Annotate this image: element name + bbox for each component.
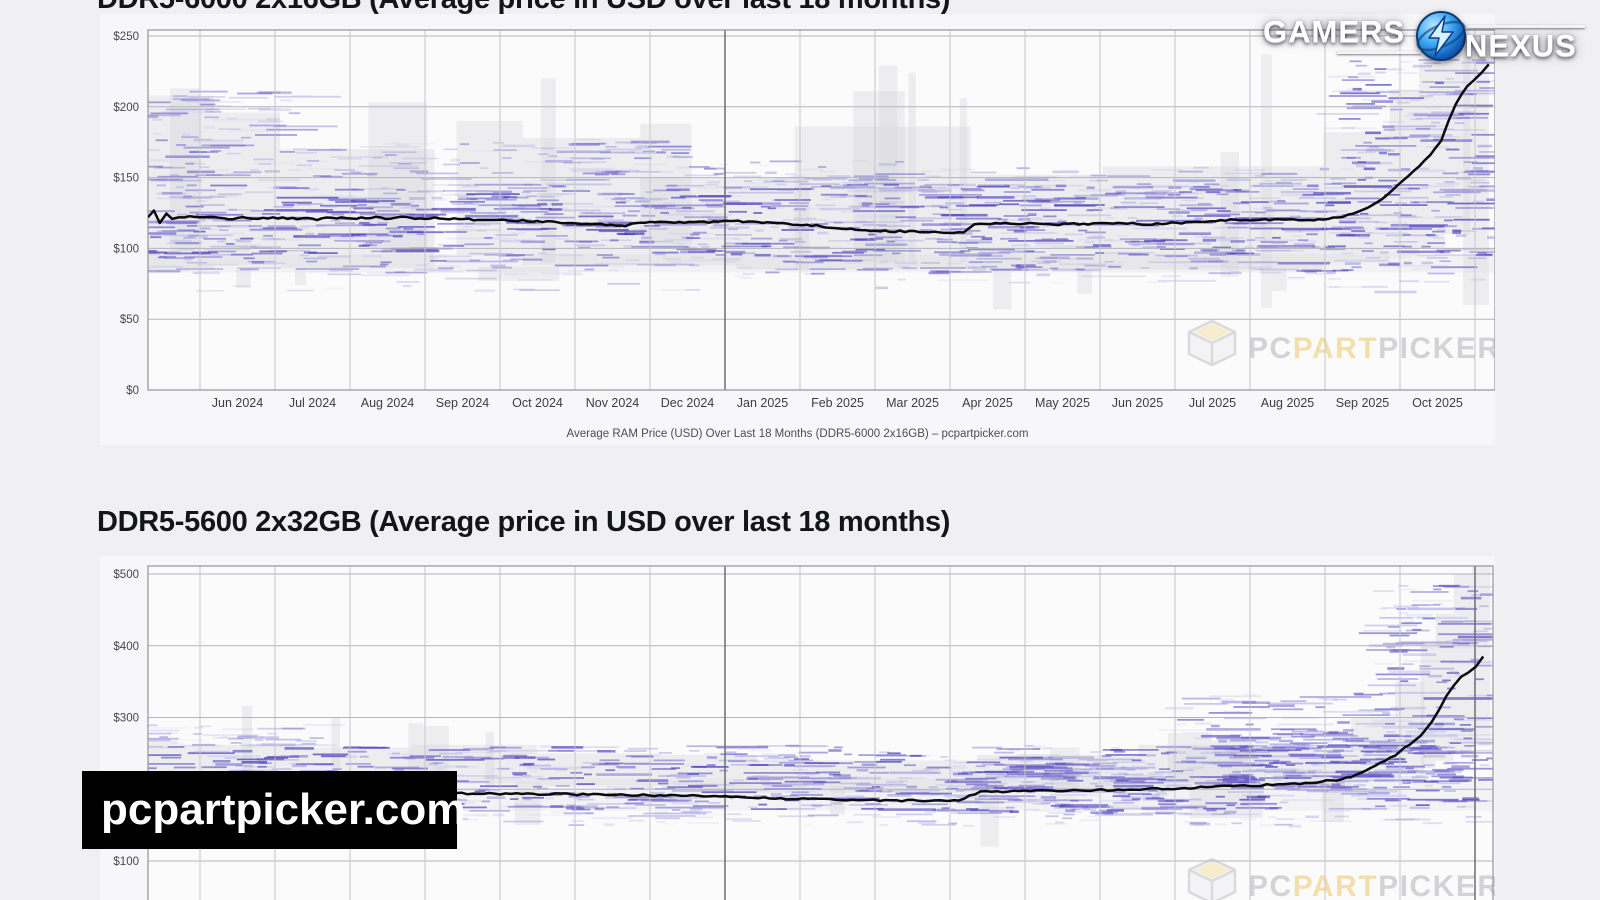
x-tick-label: Aug 2024 (361, 396, 415, 410)
x-tick-label: Dec 2024 (661, 396, 715, 410)
x-tick-label: Jun 2025 (1112, 396, 1163, 410)
price-chart-ddr5-6000: PCPARTPICKER $250 $200 $150 $100 $50 $0 Jun 202… (113, 29, 1495, 410)
x-tick-label: Apr 2025 (962, 396, 1013, 410)
pcpartpicker-watermark-text: PCPARTPICKER (1248, 332, 1495, 365)
chart-caption: Average RAM Price (USD) Over Last 18 Mon… (566, 428, 1029, 440)
gamersnexus-globe-icon (1416, 11, 1466, 61)
chart-title-ddr5-6000: DDR5-6000 2x16GB (Average price in USD o… (97, 0, 950, 16)
y-tick-label: $0 (126, 385, 139, 397)
chart-title-ddr5-5600: DDR5-5600 2x32GB (Average price in USD o… (97, 506, 951, 538)
x-axis-labels: Jun 2024 Jul 2024 Aug 2024 Sep 2024 Oct 2024… (212, 396, 1463, 410)
x-tick-label: Jul 2025 (1189, 396, 1236, 410)
y-tick-label: $500 (113, 569, 139, 581)
x-tick-label: Jun 2024 (212, 396, 263, 410)
y-tick-label: $50 (120, 314, 139, 326)
x-tick-label: Aug 2025 (1261, 396, 1315, 410)
y-tick-label: $100 (113, 856, 139, 868)
x-tick-label: Sep 2024 (436, 396, 490, 410)
logo-text-nexus: NEXUS (1465, 28, 1577, 63)
pcpartpicker-watermark: PCPARTPICKER (1187, 857, 1495, 900)
chart-panel-ddr5-5600: PCPARTPICKER$500$400$300$200$100 (100, 556, 1495, 900)
x-tick-label: Nov 2024 (586, 396, 640, 410)
logo-overline (1467, 25, 1585, 28)
x-tick-label: Sep 2025 (1336, 396, 1390, 410)
price-chart-ddr5-5600: PCPARTPICKER$500$400$300$200$100 (113, 565, 1495, 900)
y-tick-label: $300 (113, 713, 139, 725)
x-tick-label: Jul 2024 (289, 396, 336, 410)
y-tick-label: $150 (113, 173, 139, 185)
average-price-line (148, 63, 1490, 235)
x-tick-label: Jan 2025 (737, 396, 788, 410)
pcpartpicker-watermark: PCPARTPICKER (1187, 319, 1495, 367)
pcpartpicker-banner: pcpartpicker.com (82, 771, 465, 849)
banner-text: pcpartpicker.com (101, 785, 466, 834)
y-tick-label: $250 (113, 31, 139, 43)
x-tick-label: Oct 2025 (1412, 396, 1463, 410)
pcpartpicker-watermark-text: PCPARTPICKER (1248, 870, 1495, 900)
y-tick-label: $100 (113, 243, 139, 255)
gridlines (148, 566, 1493, 900)
x-tick-label: Mar 2025 (886, 396, 939, 410)
x-tick-label: May 2025 (1035, 396, 1090, 410)
gamersnexus-logo: GAMERS NEXUS (1245, 2, 1590, 68)
chart-panel-ddr5-6000: PCPARTPICKER $250 $200 $150 $100 $50 $0 Jun 202… (100, 14, 1495, 445)
gridlines (148, 30, 1495, 390)
x-tick-label: Feb 2025 (811, 396, 864, 410)
y-tick-label: $200 (113, 102, 139, 114)
y-axis-labels: $250 $200 $150 $100 $50 $0 (113, 31, 139, 397)
x-tick-label: Oct 2024 (512, 396, 563, 410)
y-tick-label: $400 (113, 641, 139, 653)
plot-border (147, 29, 1495, 391)
logo-underline (1337, 51, 1421, 54)
logo-text-gamers: GAMERS (1263, 14, 1406, 49)
plot-border (147, 565, 1494, 900)
